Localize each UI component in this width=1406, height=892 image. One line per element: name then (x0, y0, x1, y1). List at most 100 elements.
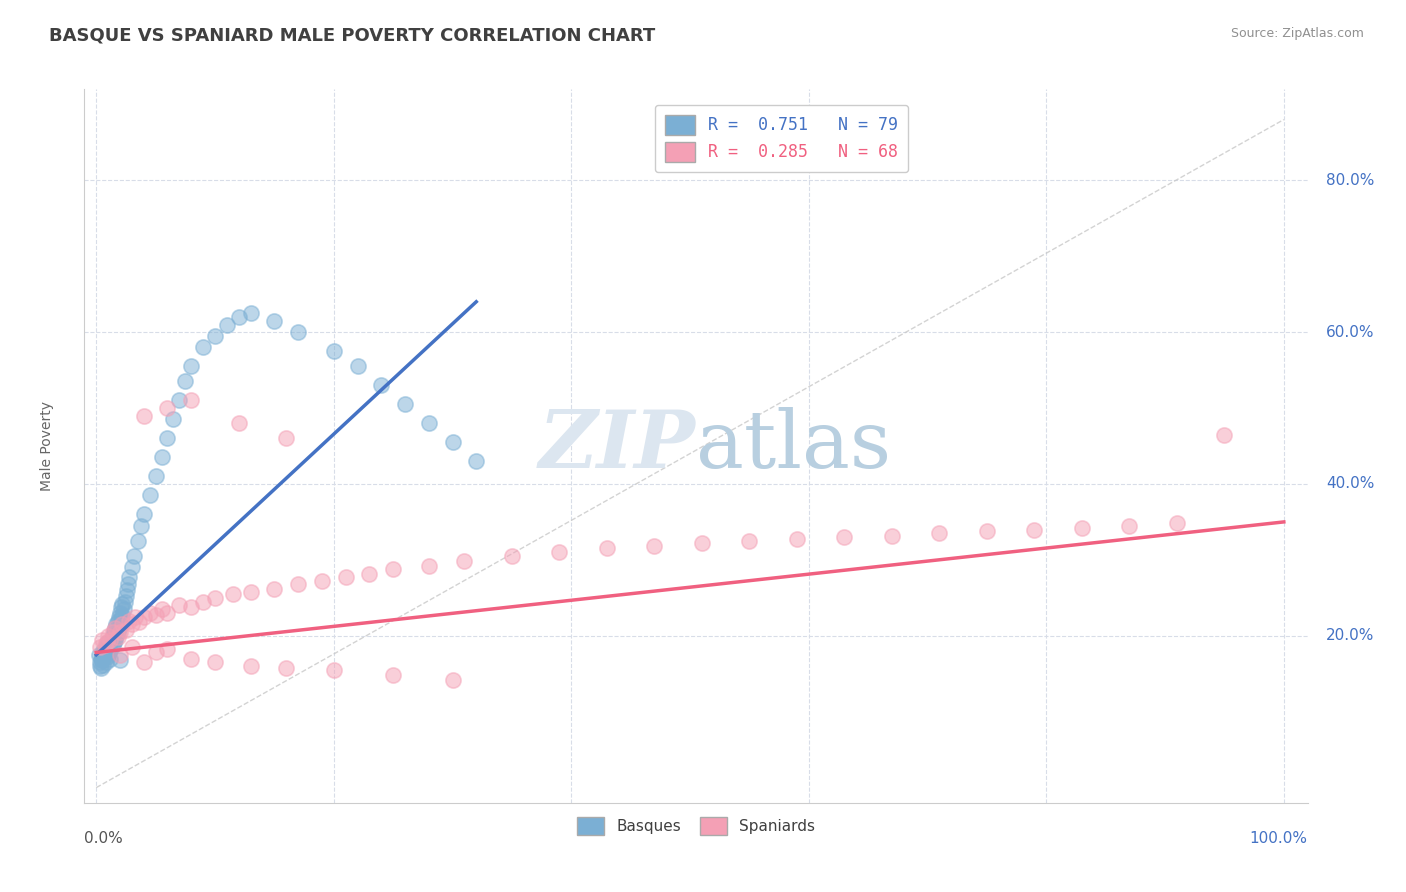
Point (287, 325, 309, 339)
Point (107, 630, 129, 644)
Point (91, 632, 114, 647)
Point (100, 635, 122, 649)
Point (121, 560, 143, 574)
Point (97, 648, 120, 662)
Point (112, 602, 135, 616)
Point (418, 416, 440, 430)
Point (107, 625, 129, 640)
Point (359, 566, 381, 581)
Point (97, 641, 120, 656)
Point (93, 642, 115, 657)
Point (108, 606, 131, 620)
Point (276, 661, 298, 675)
Point (132, 508, 155, 522)
Point (90, 651, 112, 665)
Point (115, 583, 138, 598)
Point (122, 549, 145, 563)
Point (138, 488, 160, 502)
Point (548, 545, 571, 559)
Point (180, 359, 202, 374)
Point (96, 636, 118, 650)
Point (111, 597, 134, 611)
Point (465, 454, 488, 468)
Point (976, 524, 998, 538)
Point (90, 661, 112, 675)
Point (239, 306, 262, 320)
Point (97, 629, 120, 643)
Point (738, 533, 761, 548)
Point (145, 469, 167, 483)
Point (107, 614, 129, 628)
Point (382, 668, 405, 682)
Point (98, 638, 121, 652)
Point (96, 650, 118, 665)
Text: BASQUE VS SPANIARD MALE POVERTY CORRELATION CHART: BASQUE VS SPANIARD MALE POVERTY CORRELAT… (49, 27, 655, 45)
Text: 80.0%: 80.0% (1326, 173, 1374, 188)
Point (180, 599, 202, 614)
Point (174, 375, 197, 389)
Point (127, 533, 149, 548)
Point (93, 638, 115, 652)
Point (121, 617, 143, 632)
Point (105, 629, 128, 643)
Point (191, 594, 214, 608)
Point (169, 599, 191, 613)
Point (94, 647, 117, 661)
Point (441, 435, 464, 450)
Point (263, 582, 285, 596)
Text: 20.0%: 20.0% (1326, 628, 1374, 643)
Point (96, 635, 118, 649)
Point (104, 621, 127, 635)
Point (162, 412, 184, 426)
Point (103, 625, 125, 640)
Point (89, 640, 111, 655)
Point (501, 549, 523, 563)
Point (156, 606, 179, 620)
Point (91, 653, 114, 667)
Text: 40.0%: 40.0% (1326, 476, 1374, 491)
Point (335, 569, 357, 583)
Text: atlas: atlas (696, 407, 891, 485)
Point (1166, 516, 1188, 531)
Point (110, 612, 132, 626)
Point (204, 591, 226, 605)
Point (100, 632, 122, 647)
Point (382, 562, 405, 576)
Point (131, 518, 153, 533)
Point (103, 635, 125, 649)
Point (100, 651, 122, 665)
Point (169, 393, 191, 408)
Point (101, 629, 124, 643)
Point (346, 359, 368, 374)
Point (108, 617, 131, 632)
Point (204, 656, 226, 670)
Point (453, 554, 475, 568)
Point (228, 416, 250, 430)
Point (150, 450, 173, 465)
Point (93, 657, 115, 672)
Point (89, 656, 111, 670)
Point (108, 625, 131, 640)
Point (138, 606, 160, 620)
Point (834, 530, 856, 544)
Point (1118, 518, 1140, 533)
Text: 100.0%: 100.0% (1250, 831, 1308, 847)
Point (121, 640, 143, 655)
Point (228, 310, 250, 324)
Point (1213, 427, 1236, 442)
Point (287, 577, 309, 591)
Legend: Basques, Spaniards: Basques, Spaniards (571, 811, 821, 841)
Point (204, 329, 226, 343)
Point (191, 340, 214, 354)
Point (311, 574, 333, 588)
Point (132, 409, 155, 423)
Point (690, 536, 713, 550)
Point (105, 617, 128, 632)
Point (117, 577, 139, 591)
Point (107, 609, 129, 624)
Point (107, 621, 129, 635)
Point (101, 638, 124, 652)
Point (156, 401, 179, 415)
Point (643, 539, 665, 553)
Point (263, 314, 285, 328)
